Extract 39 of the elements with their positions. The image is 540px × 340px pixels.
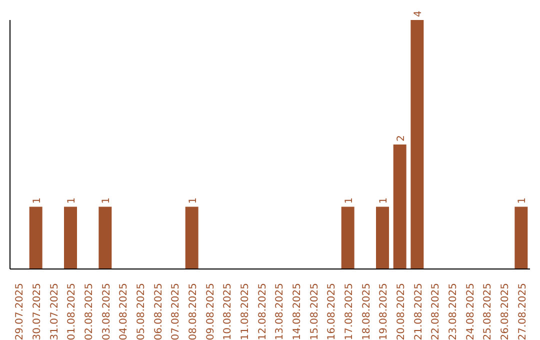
x-tick-label: 25.08.2025	[482, 283, 494, 340]
data-label: 1	[517, 197, 528, 204]
x-tick-label: 24.08.2025	[465, 283, 476, 340]
x-tick-label: 06.08.2025	[153, 283, 164, 340]
x-tick-label: 26.08.2025	[500, 283, 511, 340]
x-tick-label: 23.08.2025	[448, 283, 459, 340]
x-tick-label: 07.08.2025	[170, 283, 182, 340]
data-label: 1	[188, 197, 199, 204]
x-tick-label: 31.07.2025	[49, 283, 60, 340]
x-tick-label: 27.08.2025	[517, 283, 528, 340]
data-label: 1	[66, 197, 78, 204]
x-tick-label: 16.08.2025	[326, 283, 338, 340]
x-tick-label: 11.08.2025	[240, 283, 251, 340]
data-label: 1	[344, 197, 355, 204]
x-tick-label: 14.08.2025	[292, 283, 303, 340]
x-tick-label: 22.08.2025	[430, 283, 442, 340]
x-tick-label: 18.08.2025	[361, 283, 372, 340]
x-tick-label: 29.07.2025	[14, 283, 26, 340]
x-tick-label: 20.08.2025	[396, 283, 407, 340]
x-tick-label: 04.08.2025	[118, 283, 130, 340]
x-tick-label: 08.08.2025	[188, 283, 199, 340]
x-tick-label: 12.08.2025	[257, 283, 268, 340]
x-tick-label: 05.08.2025	[136, 283, 147, 340]
data-label: 1	[101, 197, 112, 204]
x-tick-label: 15.08.2025	[309, 283, 320, 340]
x-tick-label: 02.08.2025	[84, 283, 95, 340]
x-tick-label: 19.08.2025	[378, 283, 390, 340]
data-label: 1	[32, 197, 43, 204]
data-label: 1	[378, 197, 390, 204]
x-tick-label: 13.08.2025	[274, 283, 286, 340]
x-tick-label: 09.08.2025	[205, 283, 216, 340]
x-tick-label: 03.08.2025	[101, 283, 112, 340]
x-tick-label: 10.08.2025	[222, 283, 234, 340]
x-tick-label: 17.08.2025	[344, 283, 355, 340]
x-tick-label: 30.07.2025	[32, 283, 43, 340]
data-label: 2	[396, 135, 407, 142]
x-tick-label: 21.08.2025	[413, 283, 424, 340]
data-label: 4	[413, 10, 424, 17]
x-tick-label: 01.08.2025	[66, 283, 78, 340]
